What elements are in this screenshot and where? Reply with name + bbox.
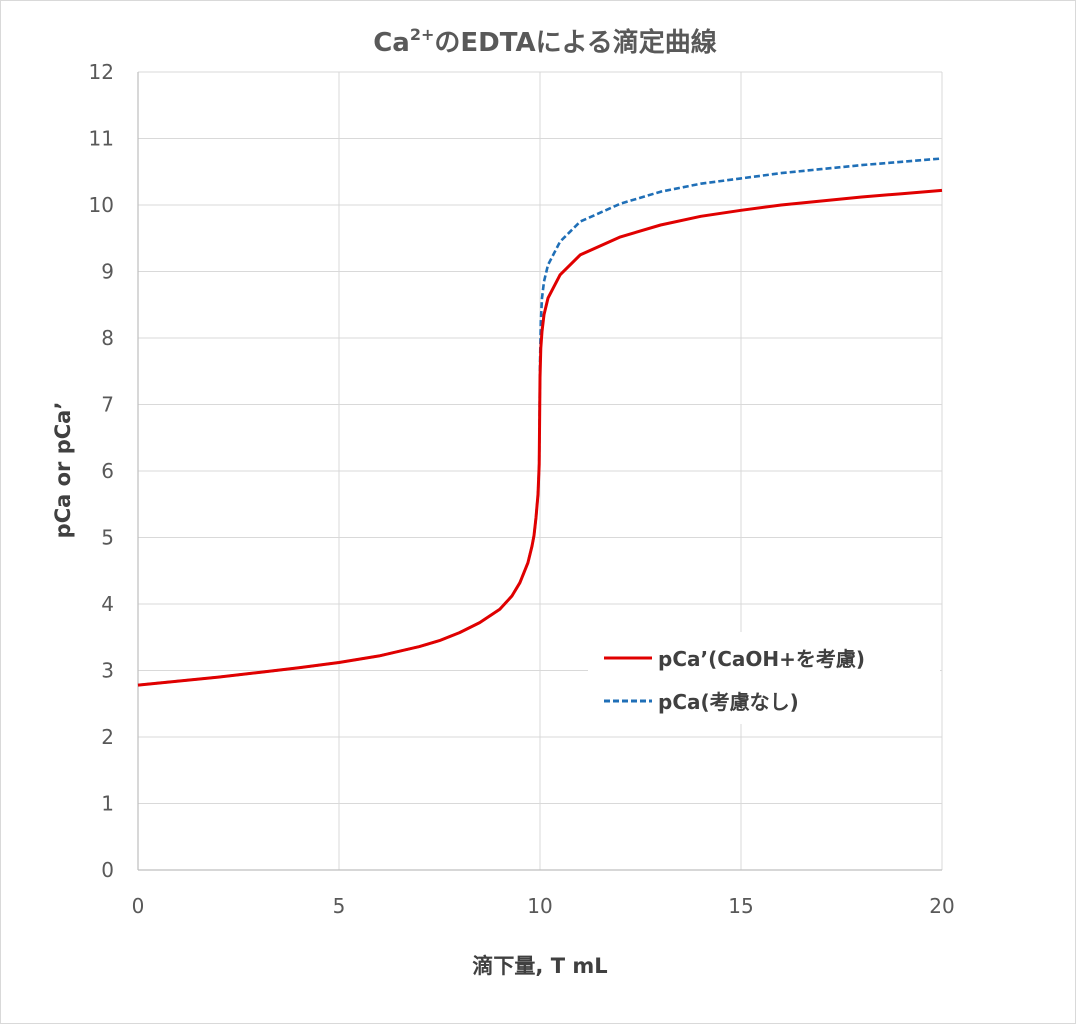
legend-label-pca: pCa(考慮なし) (658, 690, 799, 714)
y-tick-label: 9 (101, 260, 114, 284)
series-lines (137, 157, 943, 687)
chart-title: Ca2+のEDTAによる滴定曲線 (373, 25, 717, 58)
legend: pCa’(CaOH+を考慮) pCa(考慮なし) (588, 632, 940, 724)
y-tick-label: 12 (89, 60, 114, 84)
series-line-pca-prime (137, 188, 943, 687)
chart-title-rest: のEDTAによる滴定曲線 (434, 27, 716, 58)
y-tick-label: 6 (101, 459, 114, 483)
x-axis-label: 滴下量, T mL (472, 954, 607, 978)
x-tick-label: 15 (728, 894, 753, 918)
chart-title-main: Ca (373, 28, 410, 58)
axes (137, 72, 942, 871)
legend-background (588, 632, 940, 724)
x-tick-label: 20 (929, 894, 954, 918)
x-tick-labels: 0 5 10 15 20 (132, 894, 955, 918)
x-tick-label: 0 (132, 894, 145, 918)
y-tick-label: 5 (101, 526, 114, 550)
y-tick-label: 2 (101, 725, 114, 749)
y-tick-label: 11 (89, 127, 114, 151)
y-tick-label: 8 (101, 326, 114, 350)
y-tick-label: 3 (101, 659, 114, 683)
y-tick-label: 1 (101, 792, 114, 816)
y-tick-label: 0 (101, 858, 114, 882)
x-tick-label: 10 (527, 894, 552, 918)
grid-lines (138, 71, 943, 870)
legend-label-pca-prime: pCa’(CaOH+を考慮) (658, 647, 865, 671)
x-tick-label: 5 (333, 894, 346, 918)
y-axis-label: pCa or pCa’ (51, 402, 75, 539)
y-tick-label: 10 (89, 193, 114, 217)
chart-title-superscript: 2+ (410, 25, 435, 44)
y-tick-label: 7 (101, 393, 114, 417)
y-tick-label: 4 (101, 592, 114, 616)
